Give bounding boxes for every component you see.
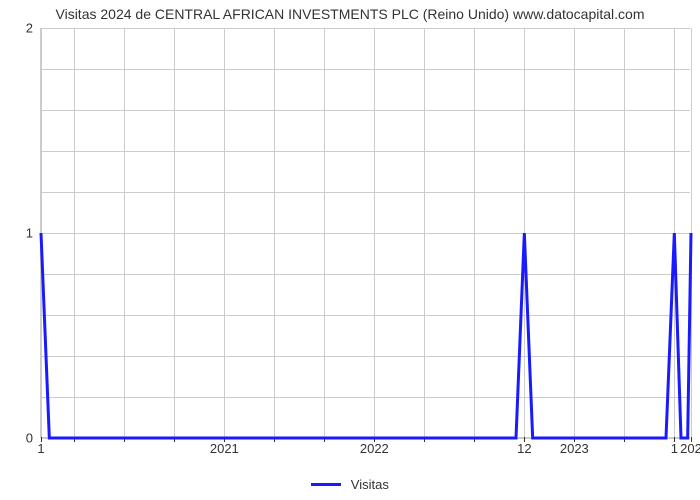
legend: Visitas [0,476,700,492]
x-tick-label: 2023 [560,441,589,456]
x-tick-label: 2022 [360,441,389,456]
x-tick-label: 2021 [210,441,239,456]
legend-swatch [311,483,341,486]
series-line [41,233,691,438]
chart-title: Visitas 2024 de CENTRAL AFRICAN INVESTME… [0,6,700,22]
plot-area: 0121202120221220231202 [40,28,690,438]
legend-label: Visitas [351,477,389,492]
gridline-v [691,28,692,437]
x-tick-label: 1 [37,441,44,456]
y-tick-label: 2 [26,21,33,36]
y-tick-label: 1 [26,226,33,241]
x-tick-label: 202 [680,441,700,456]
series-svg [41,28,690,437]
y-tick-label: 0 [26,431,33,446]
x-tick-label: 1 [671,441,678,456]
x-tick-label: 12 [517,441,531,456]
chart-container: Visitas 2024 de CENTRAL AFRICAN INVESTME… [0,0,700,500]
